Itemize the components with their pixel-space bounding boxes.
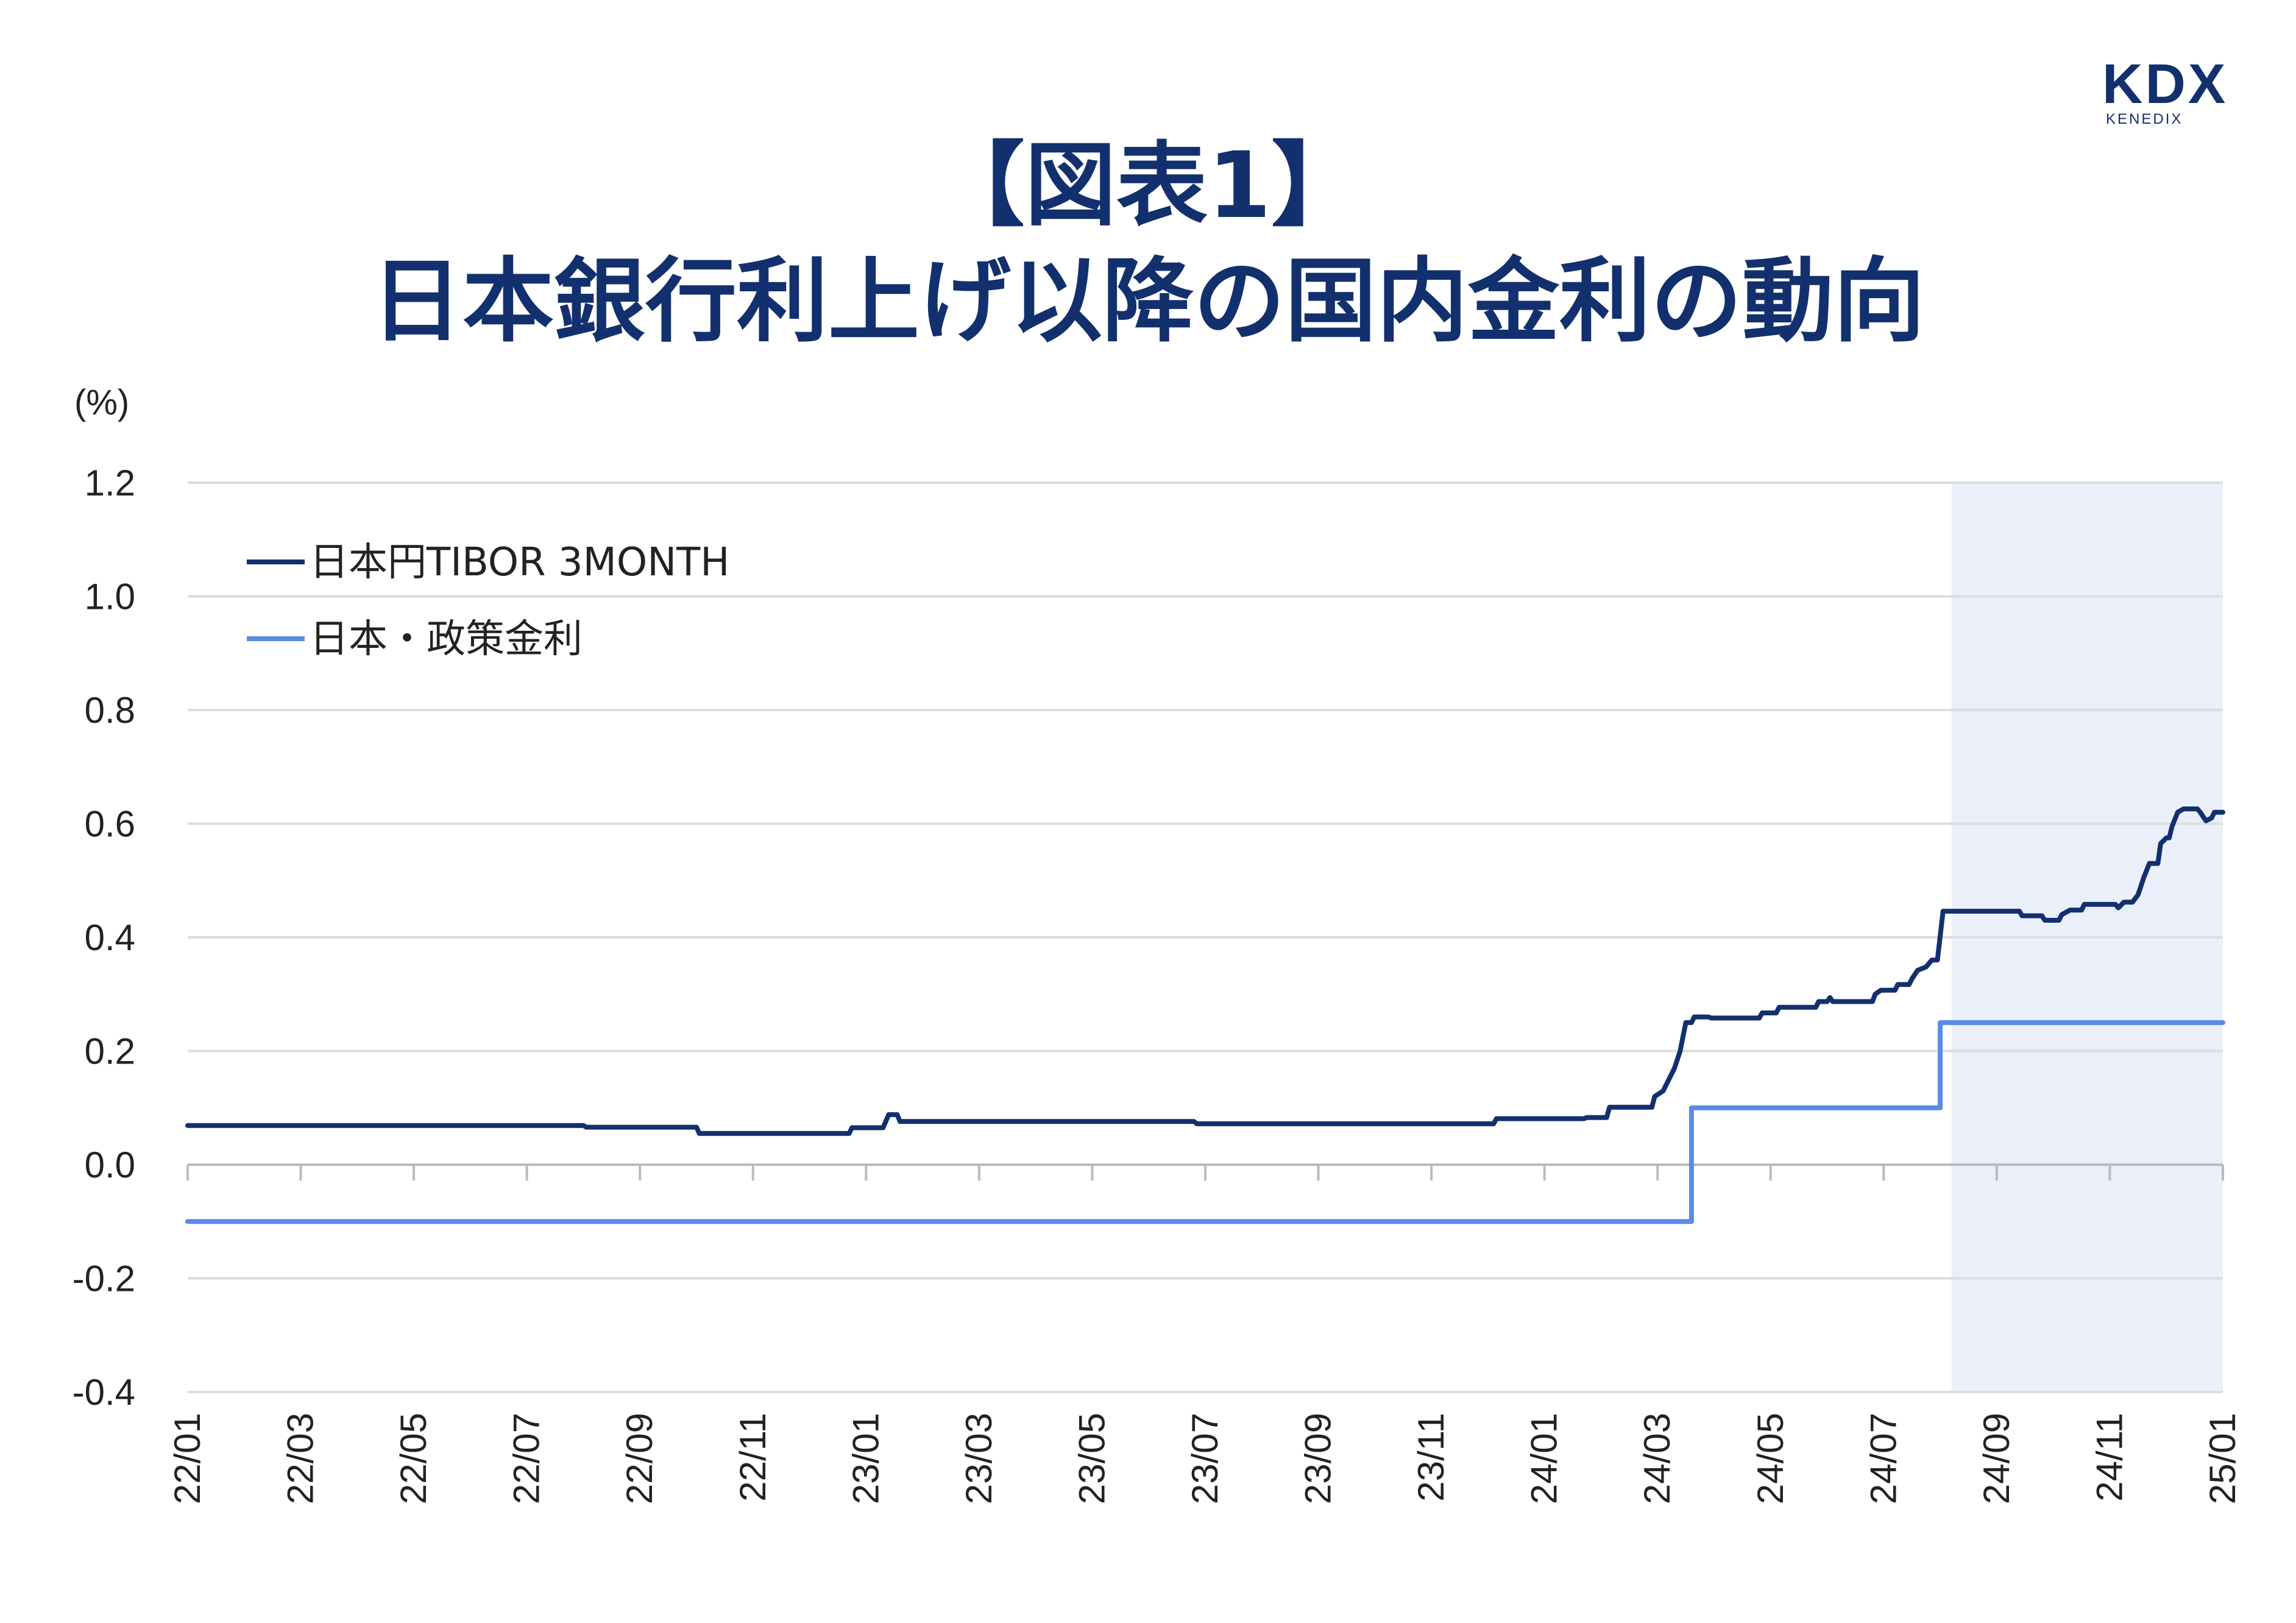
legend: 日本円TIBOR 3MONTH 日本・政策金利 (247, 540, 729, 662)
x-tick-label: 24/09 (1976, 1413, 2017, 1504)
x-tick-label: 23/07 (1185, 1413, 1225, 1504)
legend-label: 日本円TIBOR 3MONTH (310, 540, 729, 585)
x-tick-label: 24/07 (1863, 1413, 1904, 1504)
x-tick-label: 24/01 (1524, 1413, 1565, 1504)
y-axis-unit-label: (%) (74, 383, 129, 422)
y-tick-label: 1.2 (85, 463, 135, 503)
y-tick-label: 0.2 (85, 1031, 135, 1072)
x-tick-label: 23/03 (958, 1413, 999, 1504)
y-tick-label: 0.4 (85, 917, 135, 958)
series-line-0 (185, 806, 2225, 1136)
y-tick-label: 0.6 (85, 804, 135, 845)
y-tick-label: 0.8 (85, 690, 135, 731)
y-axis-ticks: 1.2 1.0 0.8 0.6 0.4 0.2 0.0 -0.2 -0.4 (73, 463, 135, 1413)
x-tick-label: 23/01 (845, 1413, 886, 1504)
series-line-1 (185, 1020, 2225, 1224)
logo-sub: KENEDIX (2106, 111, 2183, 127)
legend-label: 日本・政策金利 (310, 617, 583, 662)
x-tick-label: 24/05 (1750, 1413, 1791, 1504)
x-axis-ticks: 22/01 22/03 22/05 22/07 22/09 22/11 23/01 23/03… (167, 1165, 2243, 1504)
x-tick-label: 23/11 (1411, 1413, 1451, 1502)
x-tick-label: 24/11 (2089, 1413, 2130, 1502)
x-tick-label: 22/11 (732, 1413, 773, 1502)
series-lines (185, 806, 2225, 1224)
y-tick-label: 1.0 (85, 577, 135, 617)
logo-mark: KDX (2102, 53, 2228, 115)
x-tick-label: 24/03 (1637, 1413, 1678, 1504)
x-tick-label: 22/03 (280, 1413, 321, 1504)
chart-title-line1: 【図表1】 (933, 133, 1363, 239)
y-tick-label: -0.4 (73, 1372, 135, 1413)
x-tick-label: 22/07 (506, 1413, 547, 1504)
x-tick-label: 23/05 (1071, 1413, 1112, 1504)
kdx-logo: KDX KENEDIX (2102, 53, 2261, 127)
y-tick-label: -0.2 (73, 1259, 135, 1299)
x-tick-label: 22/05 (393, 1413, 434, 1504)
x-tick-label: 22/09 (619, 1413, 660, 1504)
y-tick-label: 0.0 (85, 1145, 135, 1185)
x-tick-label: 22/01 (167, 1413, 208, 1504)
x-tick-label: 23/09 (1298, 1413, 1339, 1504)
x-tick-label: 25/01 (2202, 1413, 2243, 1504)
chart-title-line2: 日本銀行利上げ以降の国内金利の動向 (370, 249, 1925, 355)
